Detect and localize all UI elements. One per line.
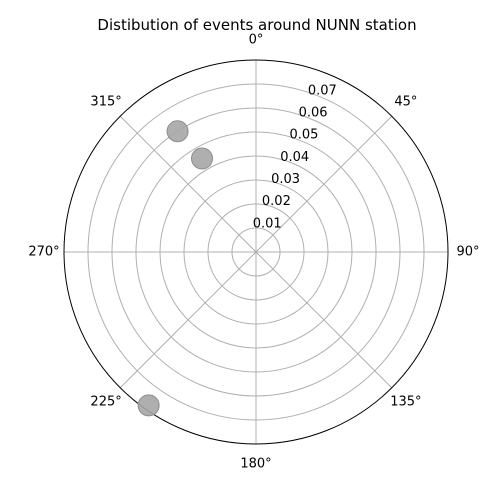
chart-title: Distibution of events around NUNN statio… — [97, 16, 416, 34]
angle-tick-label: 90° — [456, 245, 479, 260]
angle-tick-label: 315° — [90, 95, 121, 110]
angular-grid-spokes — [64, 60, 448, 444]
radial-tick-label: 0.01 — [253, 216, 282, 231]
radial-tick-label: 0.06 — [299, 105, 328, 120]
angle-tick-label: 45° — [394, 95, 417, 110]
grid-spoke — [255, 115, 393, 253]
radial-tick-label: 0.03 — [271, 172, 300, 187]
radial-tick-labels: 0.01 0.02 0.03 0.04 0.05 0.06 0.07 — [253, 83, 337, 231]
grid-spoke — [119, 251, 257, 389]
angle-tick-label: 180° — [240, 457, 271, 472]
radial-tick-label: 0.07 — [308, 83, 337, 98]
event-point — [166, 120, 189, 143]
angle-tick-label: 135° — [390, 394, 421, 409]
grid-spoke — [255, 251, 393, 389]
event-markers — [137, 120, 213, 417]
angle-tick-label: 270° — [28, 245, 59, 260]
radial-tick-label: 0.02 — [262, 194, 291, 209]
angle-tick-labels: 0° 45° 90° 135° 180° 225° 270° 315° — [28, 33, 479, 472]
polar-frame — [63, 59, 449, 445]
radial-tick-label: 0.05 — [289, 128, 318, 143]
angle-tick-label: 0° — [249, 33, 264, 48]
event-point — [191, 147, 213, 170]
event-point — [137, 394, 160, 417]
angle-tick-label: 225° — [90, 394, 121, 409]
grid-spoke — [119, 115, 257, 253]
radial-tick-label: 0.04 — [280, 150, 309, 165]
